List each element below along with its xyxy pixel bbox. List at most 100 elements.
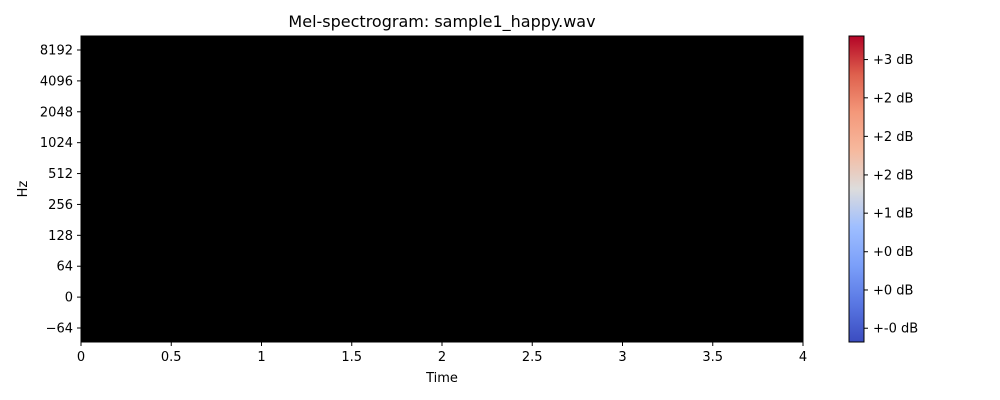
colorbar-tick-label: +3 dB (873, 53, 913, 68)
heatmap-cell (559, 66, 569, 98)
heatmap-cell (261, 127, 272, 159)
heatmap-cell (234, 127, 245, 159)
heatmap-cell (261, 36, 272, 68)
heatmap-cell (442, 127, 452, 159)
heatmap-cell (342, 219, 353, 251)
heatmap-cell (288, 158, 299, 190)
heatmap-cell (189, 219, 199, 251)
heatmap-cell (234, 219, 245, 251)
heatmap-cell (432, 36, 443, 68)
heatmap-cell (432, 158, 443, 190)
heatmap-cell (297, 280, 308, 312)
heatmap-cell (514, 219, 524, 251)
heatmap-cell (414, 311, 425, 342)
heatmap-cell (243, 250, 254, 282)
heatmap-cell (288, 97, 299, 129)
heatmap-cell (396, 311, 407, 342)
heatmap-cell (451, 97, 461, 129)
heatmap-cell (432, 127, 443, 159)
heatmap-cell (387, 189, 398, 221)
heatmap-cell (369, 189, 389, 221)
heatmap-cell (342, 66, 353, 98)
x-axis-label: Time (425, 371, 458, 386)
heatmap-cell (577, 158, 587, 190)
y-tick-label: 0 (65, 291, 73, 306)
heatmap-cell (496, 250, 515, 282)
heatmap-cell (279, 66, 290, 98)
heatmap-cell (451, 66, 461, 98)
heatmap-cell (414, 158, 425, 190)
heatmap-cell (252, 311, 263, 342)
heatmap-cell (387, 66, 398, 98)
heatmap-cell (423, 97, 434, 129)
heatmap-cell (171, 127, 190, 159)
heatmap-cell (198, 127, 208, 159)
heatmap-cell (423, 66, 434, 98)
heatmap-cell (568, 250, 578, 282)
heatmap-cell (559, 127, 569, 159)
heatmap-cell (279, 36, 290, 68)
heatmap-cell (234, 189, 245, 221)
heatmap-cell (315, 280, 326, 312)
heatmap-cell (460, 66, 479, 98)
heatmap-cell (541, 66, 551, 98)
heatmap-cell (315, 219, 326, 251)
heatmap-cell (532, 280, 542, 312)
heatmap-cell (261, 280, 272, 312)
heatmap-cell (541, 189, 551, 221)
heatmap-cell (432, 280, 443, 312)
heatmap-cell (514, 36, 524, 68)
colorbar-tick-label: +0 dB (873, 245, 913, 260)
heatmap-cell (784, 189, 803, 221)
heatmap-cell (460, 250, 479, 282)
heatmap-cell (451, 189, 461, 221)
heatmap-cell (451, 280, 461, 312)
heatmap-cell (432, 219, 443, 251)
heatmap-cell (261, 219, 272, 251)
heatmap-cell (604, 36, 624, 68)
heatmap-cell (784, 127, 803, 159)
heatmap-cell (514, 311, 524, 342)
heatmap-cell (442, 36, 452, 68)
heatmap-cell (252, 158, 263, 190)
heatmap-cell (712, 36, 750, 68)
heatmap-cell (496, 97, 515, 129)
heatmap-cell (369, 36, 389, 68)
heatmap-cell (396, 250, 407, 282)
heatmap-cell (387, 219, 398, 251)
heatmap-cell (342, 280, 353, 312)
heatmap-cell (243, 189, 254, 221)
heatmap-cell (288, 66, 299, 98)
heatmap-cell (577, 36, 587, 68)
heatmap-cell (81, 66, 172, 98)
heatmap-cell (423, 158, 434, 190)
heatmap-cell (270, 66, 281, 98)
heatmap-cell (252, 97, 263, 129)
heatmap-cell (279, 219, 290, 251)
heatmap-cell (234, 158, 245, 190)
heatmap-cell (369, 66, 389, 98)
colorbar-tick-label: +2 dB (873, 130, 913, 145)
heatmap-cell (396, 127, 407, 159)
heatmap-cell (577, 311, 587, 342)
heatmap-cell (234, 250, 245, 282)
heatmap-cell (288, 189, 299, 221)
heatmap-cell (586, 189, 606, 221)
heatmap-cell (324, 250, 335, 282)
heatmap-cell (532, 189, 542, 221)
colorbar-tick-label: +2 dB (873, 91, 913, 106)
heatmap-cell (676, 189, 714, 221)
heatmap-cell (315, 36, 326, 68)
heatmap-cell (442, 280, 452, 312)
heatmap-cell (207, 250, 217, 282)
heatmap-cell (604, 219, 624, 251)
heatmap-cell (243, 66, 254, 98)
heatmap-cell (442, 97, 452, 129)
heatmap-cell (640, 158, 678, 190)
heatmap-cell (189, 158, 199, 190)
heatmap-cell (216, 158, 227, 190)
heatmap-cell (279, 158, 290, 190)
heatmap-cell (577, 280, 587, 312)
heatmap-cell (712, 311, 750, 342)
heatmap-cell (270, 219, 281, 251)
